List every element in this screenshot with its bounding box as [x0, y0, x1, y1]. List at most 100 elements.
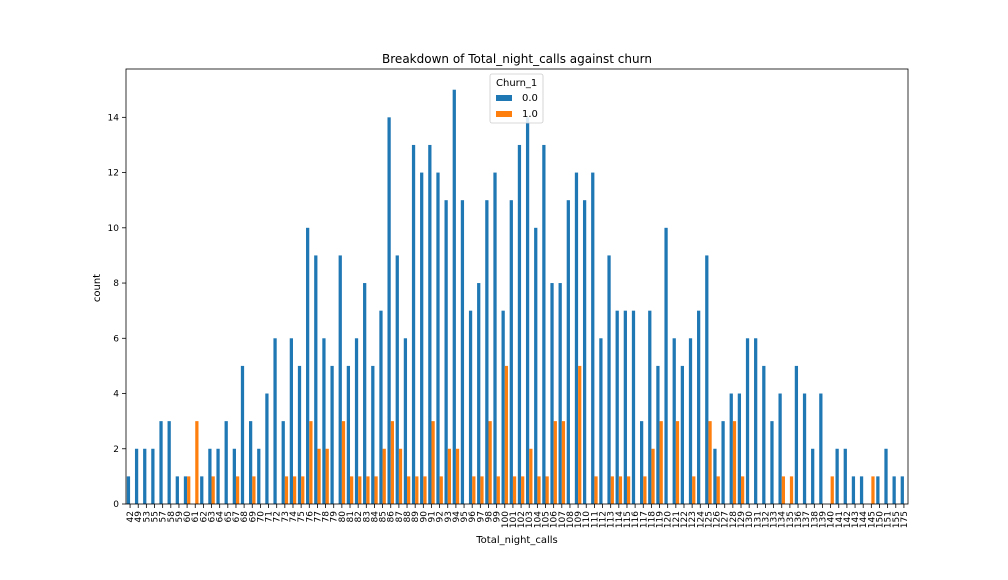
bar-churn-0.0-calls-110 — [582, 200, 587, 504]
x-tick-label: 53 — [142, 511, 152, 522]
x-tick-label: 76 — [305, 511, 315, 523]
x-tick-label: 92 — [436, 511, 446, 522]
x-tick-label: 87 — [395, 511, 405, 522]
x-tick-label: 140 — [827, 511, 837, 528]
bar-churn-1.0-calls-76 — [309, 421, 313, 504]
x-tick-label: 55 — [151, 511, 161, 522]
bar-churn-1.0-calls-105 — [545, 476, 549, 504]
bar-churn-1.0-calls-73 — [284, 476, 289, 504]
x-tick-label: 102 — [517, 511, 527, 528]
x-tick-label: 99 — [493, 511, 503, 523]
bar-churn-1.0-calls-129 — [741, 476, 745, 504]
x-tick-label: 112 — [599, 511, 609, 528]
x-tick-label: 91 — [427, 511, 437, 522]
x-tick-label: 145 — [867, 511, 877, 528]
bar-churn-1.0-calls-121 — [675, 421, 680, 504]
x-tick-label: 101 — [509, 511, 519, 528]
x-tick-label: 60 — [183, 511, 193, 523]
bar-churn-0.0-calls-120 — [664, 227, 668, 504]
bar-churn-0.0-calls-49 — [134, 448, 139, 504]
bar-churn-0.0-calls-55 — [151, 448, 155, 504]
x-tick-label: 63 — [208, 511, 218, 522]
x-tick-label: 117 — [639, 511, 649, 528]
bar-churn-0.0-calls-74 — [289, 338, 293, 504]
bar-churn-0.0-calls-132 — [762, 365, 766, 504]
bar-churn-0.0-calls-106 — [550, 283, 554, 504]
bar-churn-0.0-calls-151 — [884, 448, 888, 504]
bar-churn-0.0-calls-111 — [591, 172, 595, 504]
bar-churn-1.0-calls-99 — [496, 476, 500, 504]
x-tick-label: 42 — [126, 511, 136, 522]
bar-churn-0.0-calls-112 — [599, 338, 603, 504]
bar-churn-1.0-calls-97 — [480, 476, 484, 504]
bar-churn-1.0-calls-101 — [512, 476, 517, 504]
legend-box — [489, 73, 544, 124]
bar-churn-1.0-calls-91 — [431, 421, 435, 504]
bar-churn-1.0-calls-67 — [235, 476, 240, 504]
bar-churn-1.0-calls-96 — [472, 476, 476, 504]
bar-churn-0.0-calls-109 — [574, 172, 579, 504]
bar-churn-0.0-calls-138 — [811, 448, 815, 504]
x-tick-label: 72 — [273, 511, 283, 522]
bar-churn-1.0-calls-100 — [504, 365, 509, 504]
x-tick-label: 94 — [452, 511, 462, 523]
bar-churn-0.0-calls-71 — [265, 393, 269, 504]
bar-churn-1.0-calls-119 — [659, 421, 663, 504]
x-tick-label: 105 — [542, 511, 552, 528]
bar-churn-0.0-calls-82 — [354, 338, 359, 504]
bar-churn-1.0-calls-82 — [358, 476, 362, 504]
bar-churn-0.0-calls-123 — [688, 338, 693, 504]
x-tick-label: 61 — [191, 511, 201, 522]
y-axis-label: count — [92, 274, 103, 302]
bar-churn-0.0-calls-143 — [851, 476, 856, 504]
legend-title: Churn_1 — [496, 78, 537, 89]
bar-churn-1.0-calls-106 — [553, 421, 557, 504]
x-tick-label: 84 — [370, 511, 380, 523]
x-tick-label: 98 — [484, 511, 494, 523]
bar-churn-0.0-calls-100 — [501, 310, 505, 504]
x-tick-label: 142 — [843, 511, 853, 528]
bar-churn-0.0-calls-42 — [126, 476, 131, 504]
bar-churn-0.0-calls-128 — [729, 393, 733, 504]
x-tick-label: 127 — [721, 511, 731, 528]
x-tick-label: 144 — [859, 511, 869, 528]
x-tick-label: 132 — [761, 511, 771, 528]
y-tick-label: 10 — [108, 224, 120, 234]
bar-churn-0.0-calls-121 — [672, 338, 676, 504]
bar-churn-0.0-calls-155 — [892, 476, 896, 504]
bar-churn-1.0-calls-115 — [626, 476, 631, 504]
bar-churn-0.0-calls-90 — [420, 172, 424, 504]
bar-churn-0.0-calls-65 — [224, 421, 228, 504]
x-tick-label: 141 — [835, 511, 845, 528]
bar-churn-1.0-calls-104 — [537, 476, 541, 504]
bar-churn-0.0-calls-93 — [444, 200, 448, 504]
x-tick-label: 77 — [313, 511, 323, 522]
bar-churn-1.0-calls-134 — [781, 476, 785, 504]
x-tick-label: 90 — [419, 511, 429, 523]
bar-churn-0.0-calls-105 — [542, 144, 546, 504]
x-tick-label: 70 — [256, 511, 266, 523]
x-tick-label: 107 — [558, 511, 568, 528]
bar-churn-1.0-calls-86 — [390, 421, 394, 504]
bar-churn-0.0-calls-99 — [493, 172, 497, 504]
bar-churn-0.0-calls-127 — [721, 421, 725, 504]
x-tick-label: 139 — [818, 511, 828, 528]
x-tick-label: 103 — [525, 511, 535, 528]
y-tick-label: 12 — [108, 169, 119, 179]
x-tick-label: 80 — [338, 511, 348, 523]
x-tick-label: 120 — [664, 511, 674, 528]
bar-churn-1.0-calls-92 — [439, 476, 443, 504]
x-tick-label: 122 — [680, 511, 690, 528]
bar-churn-1.0-calls-128 — [732, 421, 737, 504]
bar-churn-0.0-calls-122 — [680, 365, 684, 504]
bar-churn-0.0-calls-136 — [794, 365, 799, 504]
bar-churn-1.0-calls-78 — [325, 448, 329, 504]
bar-churn-0.0-calls-79 — [330, 365, 334, 504]
x-tick-label: 100 — [501, 511, 511, 528]
x-tick-label: 135 — [786, 511, 796, 528]
bar-churn-0.0-calls-142 — [843, 448, 847, 504]
bar-churn-1.0-calls-135 — [789, 476, 794, 504]
bar-churn-1.0-calls-140 — [830, 476, 834, 504]
x-tick-label: 123 — [688, 511, 698, 528]
